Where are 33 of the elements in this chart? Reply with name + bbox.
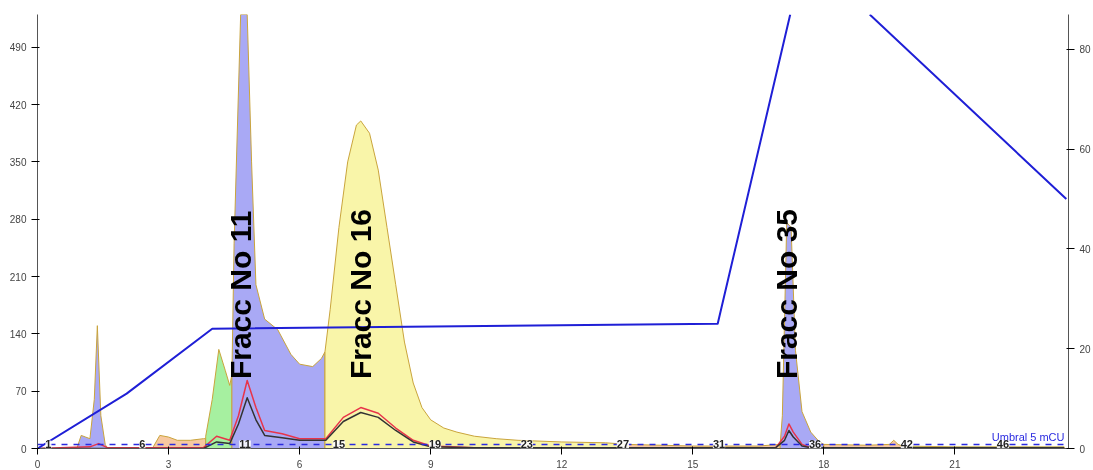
- annotation: Fracc No 35: [770, 208, 804, 380]
- x-tick-label: 18: [818, 458, 830, 470]
- annotation: 1: [45, 438, 52, 451]
- annotation: 31: [712, 438, 726, 451]
- y-tick-label: 420: [9, 99, 27, 111]
- x-tick-label: 21: [949, 458, 961, 470]
- x-tick-label: 12: [556, 458, 568, 470]
- annotation: 36: [809, 438, 822, 451]
- x-tick-label: 9: [427, 458, 434, 470]
- annotation: 23: [520, 438, 533, 451]
- y2-tick-label: 60: [1079, 144, 1092, 156]
- y-tick-label: 490: [9, 42, 27, 54]
- x-tick-label: 6: [296, 458, 303, 470]
- annotation: 6: [139, 438, 146, 451]
- annotation: Fracc No 16: [344, 208, 378, 380]
- y-tick-label: 280: [9, 214, 27, 226]
- annotation: 19: [428, 438, 442, 451]
- x-tick-label: 3: [165, 458, 172, 470]
- y-tick-label: 70: [15, 386, 27, 398]
- annotation: 42: [900, 438, 913, 451]
- y2-tick-label: 80: [1079, 44, 1092, 56]
- x-tick-label: 15: [687, 458, 699, 470]
- y-tick-label: 210: [9, 271, 27, 283]
- annotation: 15: [332, 438, 346, 451]
- y-tick-label: 140: [9, 328, 27, 340]
- y-tick-label: 0: [20, 443, 27, 455]
- y-tick-label: 350: [9, 156, 27, 168]
- y2-tick-label: 0: [1079, 443, 1086, 455]
- x-tick-label: 0: [34, 458, 41, 470]
- y2-tick-label: 20: [1079, 343, 1092, 355]
- annotation: 11: [239, 438, 251, 451]
- annotation: Fracc No 11: [224, 210, 258, 380]
- y2-tick-label: 40: [1079, 243, 1092, 255]
